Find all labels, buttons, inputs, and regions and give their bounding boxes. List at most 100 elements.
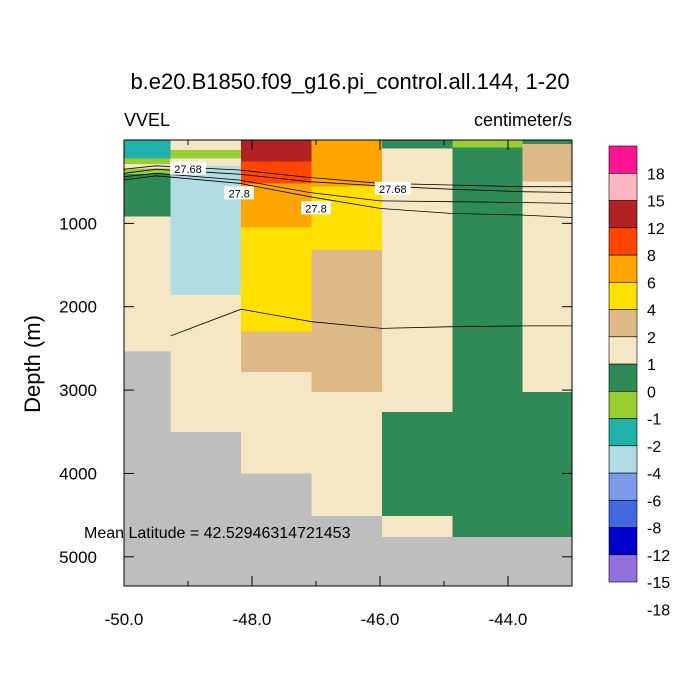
colorbar-swatch [608,254,638,283]
y-tick-label: 1000 [59,214,97,233]
data-cell [381,411,453,516]
colorbar: 18 15 12 8 6 4 2 1 0 -1 -2 -4 -6 -8 -12 -15 -18 [608,145,670,619]
x-tick-label: -46.0 [361,610,400,629]
x-tick-label: -44.0 [489,610,528,629]
data-cell [381,515,453,537]
mean-latitude-annotation: Mean Latitude = 42.52946314721453 [84,525,351,542]
colorbar-label: 18 [647,166,665,183]
data-cell [522,181,572,392]
contour-label-box [301,201,331,215]
colorbar-swatch [608,418,638,447]
data-cell [170,140,242,151]
contour-label-box [170,161,206,175]
colorbar-label: 0 [647,384,656,401]
colorbar-swatch [608,363,638,392]
land-cell [381,536,572,586]
contour-label-box [224,186,254,200]
data-cell [241,140,312,162]
x-tick-label: -48.0 [233,610,272,629]
land-mask [124,351,572,586]
colorbar-label: -15 [647,575,670,592]
land-cell [241,473,312,586]
x-tick-label: -50.0 [105,610,144,629]
data-cell [522,144,572,182]
colorbar-swatch [608,200,638,229]
colorbar-swatch [608,145,638,174]
data-cell [170,295,242,432]
y-tick-label: 5000 [59,548,97,567]
units-label: centimeter/s [474,110,572,130]
contour-line [123,165,572,188]
contour-label: 27.68 [379,184,407,196]
data-cell [124,174,171,217]
data-cell [311,250,382,392]
contour-label: 27.8 [305,203,326,215]
colorbar-swatch [608,527,638,556]
plot-frame [123,139,573,587]
data-cell [452,140,523,148]
colorbar-swatch [608,309,638,338]
data-cell [124,140,171,159]
colorbar-swatch [608,281,638,310]
data-cell [241,371,312,474]
y-axis-ticks: 1000 2000 3000 4000 5000 [59,214,572,567]
data-cell [241,227,312,332]
colorbar-label: -8 [647,521,661,538]
colorbar-label: 4 [647,303,656,320]
data-cell [452,147,523,537]
y-axis-label: Depth (m) [20,315,45,413]
data-cell [241,331,312,372]
colorbar-label: -6 [647,493,661,510]
contour-line [123,168,573,193]
colorbar-swatch [608,172,638,201]
data-cell [170,150,242,159]
colorbar-label: -12 [647,548,670,565]
data-cell [311,140,382,187]
y-tick-label: 3000 [59,381,97,400]
data-cell [124,216,171,352]
data-cell [522,140,572,145]
colorbar-label: 1 [647,357,656,374]
y-tick-label: 4000 [59,464,97,483]
data-cells [124,140,572,537]
colorbar-label: -18 [647,602,670,619]
y-tick-label: 2000 [59,298,97,317]
contour-labels: 27.68 27.8 27.8 27.68 [170,161,411,215]
variable-name-label: VVEL [124,110,170,130]
chart-title: b.e20.B1850.f09_g16.pi_control.all.144, … [130,69,569,94]
data-cell [124,158,171,165]
colorbar-label: 6 [647,275,656,292]
colorbar-label: -4 [647,466,661,483]
land-cell [311,515,382,586]
land-cell [124,351,171,586]
colorbar-label: 8 [647,248,656,265]
contour-label-box [374,181,411,195]
land-cell [170,431,242,586]
contour-label: 27.68 [174,164,202,176]
data-cell [124,164,171,169]
colorbar-swatch [608,472,638,501]
data-cell [124,168,171,175]
data-cell [241,161,312,184]
contour-line [123,172,573,204]
colorbar-label: -1 [647,412,661,429]
colorbar-swatch [608,336,638,365]
data-cell [311,186,382,251]
colorbar-swatch [608,554,638,583]
colorbar-label: 15 [647,194,665,211]
data-cell [522,391,572,537]
contour-label: 27.8 [228,188,249,200]
colorbar-label: 2 [647,330,656,347]
density-contours [123,165,573,337]
contour-line [123,175,573,218]
x-axis-ticks: -50.0 -48.0 -46.0 -44.0 [105,140,528,629]
data-cell [311,391,382,516]
data-cell [170,165,242,296]
colorbar-swatch [608,445,638,474]
colorbar-swatch [608,390,638,419]
colorbar-swatch [608,499,638,528]
contour-line [170,308,572,337]
data-cell [381,140,453,149]
colorbar-label: 12 [647,221,665,238]
